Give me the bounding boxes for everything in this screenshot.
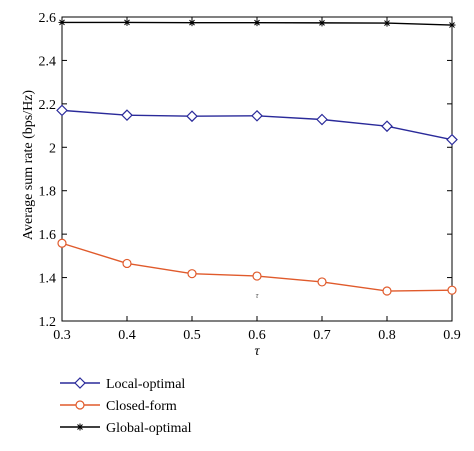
y-tick-label: 1.6 <box>39 228 57 243</box>
data-point-diamond <box>446 133 458 146</box>
series-global-optimal <box>58 18 456 29</box>
y-axis-label: Average sum rate (bps/Hz) <box>21 90 36 241</box>
data-point-asterisk <box>448 21 456 29</box>
x-tick-label: 0.6 <box>248 328 266 343</box>
data-point-diamond <box>316 113 328 126</box>
data-point-asterisk <box>188 19 196 27</box>
data-point-circle <box>317 277 327 287</box>
data-point-circle <box>252 271 262 281</box>
data-point-circle <box>382 286 392 296</box>
series-local-optimal <box>56 104 458 146</box>
x-tick-label: 0.4 <box>118 328 136 343</box>
asterisk-stroke <box>449 22 455 28</box>
data-point-diamond <box>121 109 133 121</box>
data-point-asterisk <box>253 19 261 27</box>
y-tick-label: 2 <box>49 141 56 156</box>
data-point-asterisk <box>123 18 131 26</box>
series-layer <box>56 18 458 296</box>
legend-label: Local-optimal <box>106 377 185 392</box>
data-point-asterisk <box>58 18 66 26</box>
asterisk-stroke <box>189 19 195 26</box>
y-tick-label: 2.2 <box>39 98 57 113</box>
legend: Local-optimal Closed-form Global-optimal <box>60 377 192 436</box>
data-point-circle <box>75 400 85 410</box>
legend-label: Closed-form <box>106 399 177 414</box>
legend-item-global-optimal: Global-optimal <box>60 421 192 436</box>
y-tick-label: 1.4 <box>39 272 57 287</box>
plot-annotation: τ <box>256 291 260 300</box>
x-tick-label: 0.9 <box>443 328 461 343</box>
x-tick-label: 0.3 <box>53 328 71 343</box>
data-point-circle <box>122 258 132 269</box>
x-tick-label: 0.7 <box>313 328 331 343</box>
asterisk-stroke <box>59 19 65 26</box>
y-tick-label: 2.6 <box>39 11 57 26</box>
data-point-diamond <box>74 377 86 389</box>
series-line-closed-form <box>61 242 453 292</box>
y-tick-label: 1.2 <box>39 315 57 330</box>
data-point-circle <box>57 238 67 248</box>
asterisk-stroke <box>77 424 83 430</box>
data-point-diamond <box>56 104 68 117</box>
legend-item-closed-form: Closed-form <box>60 399 177 414</box>
series-closed-form <box>57 238 457 296</box>
asterisk-stroke <box>319 19 325 26</box>
asterisk-stroke <box>124 19 130 26</box>
data-point-circle <box>447 285 457 295</box>
axis-ticks: 0.3 0.4 0.5 0.6 0.7 0.8 0.9 1.2 1.4 1.6 1.8 2 2.2 2.4… <box>39 11 461 343</box>
data-point-asterisk <box>318 19 326 27</box>
data-point-diamond <box>186 110 198 123</box>
x-tick-label: 0.8 <box>378 328 396 343</box>
data-point-circle <box>187 269 197 279</box>
data-point-asterisk <box>76 423 84 431</box>
asterisk-stroke <box>384 20 390 26</box>
data-point-diamond <box>381 120 393 133</box>
legend-item-local-optimal: Local-optimal <box>60 377 185 392</box>
data-point-diamond <box>251 109 263 122</box>
x-tick-label: 0.5 <box>183 328 201 343</box>
y-tick-label: 2.4 <box>39 54 57 69</box>
x-axis-label: τ <box>254 344 260 359</box>
y-tick-label: 1.8 <box>39 185 57 200</box>
data-point-asterisk <box>383 19 391 27</box>
legend-label: Global-optimal <box>106 421 192 436</box>
asterisk-stroke <box>254 19 260 26</box>
